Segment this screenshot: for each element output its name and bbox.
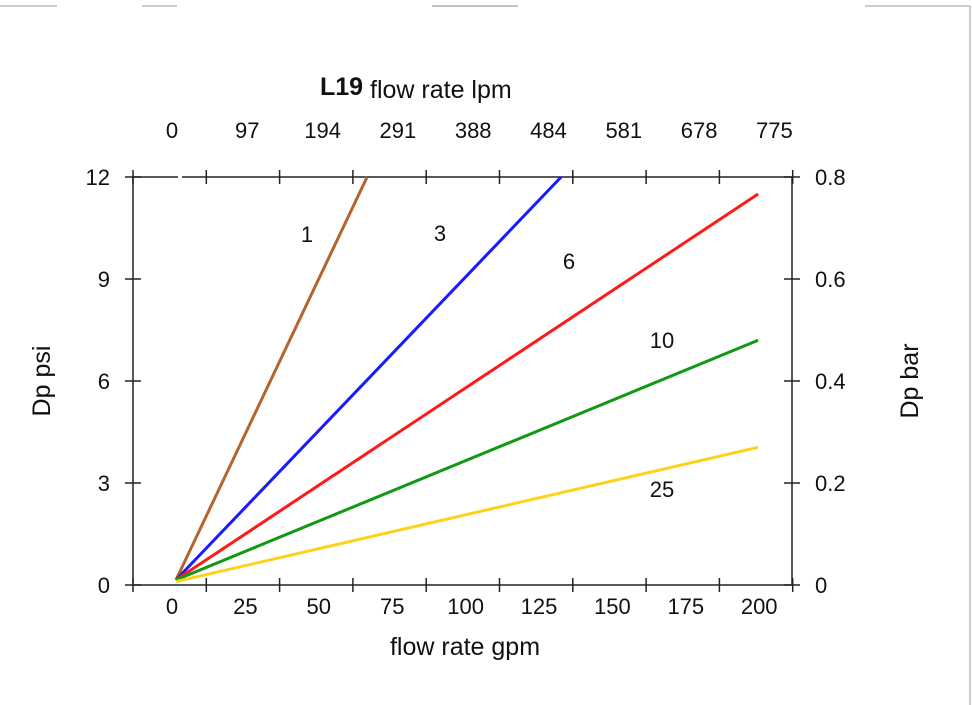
series-line-6: [175, 192, 759, 582]
series-label: 1: [301, 222, 313, 247]
top-tick-label: 194: [304, 118, 341, 143]
y-tick-label: 9: [98, 267, 110, 292]
series-line-1: [174, 176, 369, 581]
top-tick-label: 388: [455, 118, 492, 143]
top-axis-label: flow rate lpm: [370, 76, 512, 104]
frame-lines: [0, 5, 971, 705]
y2-tick-label: 0.6: [815, 267, 846, 292]
x-tick-label: 75: [380, 594, 404, 619]
x-tick-label: 125: [521, 594, 558, 619]
y2-tick-label: 0: [815, 573, 827, 598]
x-tick-label: 0: [166, 594, 178, 619]
x-axis-label: flow rate gpm: [390, 633, 540, 661]
x-tick-label: 150: [594, 594, 631, 619]
top-tick-label: 678: [681, 118, 718, 143]
y2-axis-label: Dp bar: [896, 343, 924, 418]
x-tick-label: 200: [741, 594, 778, 619]
series-line-10: [175, 338, 759, 582]
y-tick-label: 12: [86, 165, 110, 190]
top-tick-label: 484: [530, 118, 567, 143]
y2-tick-label: 0.4: [815, 369, 846, 394]
series-line-25: [175, 445, 759, 584]
y-tick-label: 3: [98, 471, 110, 496]
top-tick-label: 97: [235, 118, 259, 143]
series-line-3: [174, 175, 563, 581]
chart-title: L19: [320, 73, 363, 101]
x-tick-label: 100: [447, 594, 484, 619]
y-tick-label: 0: [98, 573, 110, 598]
x-tick-label: 50: [307, 594, 331, 619]
top-tick-label: 291: [380, 118, 417, 143]
x-tick-label: 175: [667, 594, 704, 619]
top-tick-label: 581: [605, 118, 642, 143]
top-tick-label: 0: [166, 118, 178, 143]
top-tick-label: 775: [756, 118, 793, 143]
y2-tick-label: 0.2: [815, 471, 846, 496]
y2-tick-label: 0.8: [815, 165, 846, 190]
series-label: 6: [563, 249, 575, 274]
series-label: 25: [650, 477, 674, 502]
series-label: 10: [650, 328, 674, 353]
y-axis-label: Dp psi: [28, 346, 56, 417]
series-label: 3: [434, 221, 446, 246]
y-tick-label: 6: [98, 369, 110, 394]
x-tick-label: 25: [233, 594, 257, 619]
